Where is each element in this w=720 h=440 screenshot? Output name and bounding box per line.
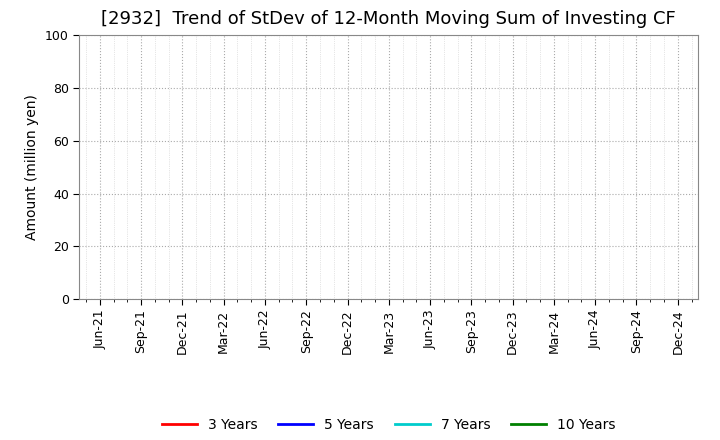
Y-axis label: Amount (million yen): Amount (million yen) bbox=[25, 94, 40, 240]
Title: [2932]  Trend of StDev of 12-Month Moving Sum of Investing CF: [2932] Trend of StDev of 12-Month Moving… bbox=[102, 10, 676, 28]
Legend: 3 Years, 5 Years, 7 Years, 10 Years: 3 Years, 5 Years, 7 Years, 10 Years bbox=[157, 412, 621, 437]
